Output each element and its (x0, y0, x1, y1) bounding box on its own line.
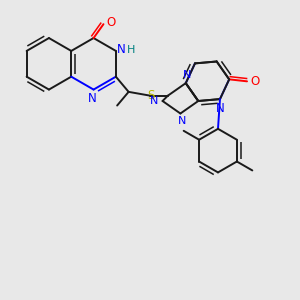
Text: N: N (88, 92, 97, 105)
Text: S: S (147, 89, 155, 102)
Text: N: N (149, 96, 158, 106)
Text: N: N (116, 44, 125, 56)
Text: O: O (250, 75, 260, 88)
Text: N: N (216, 101, 224, 115)
Text: N: N (178, 116, 187, 126)
Text: N: N (183, 70, 191, 80)
Text: H: H (127, 45, 135, 55)
Text: O: O (107, 16, 116, 29)
